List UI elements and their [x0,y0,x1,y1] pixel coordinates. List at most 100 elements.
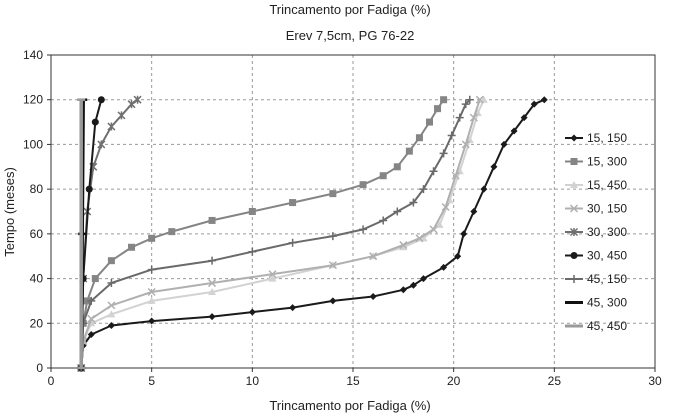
legend-label: 15, 150 [587,131,627,145]
data-point [127,100,136,109]
y-axis-title: Tempo (meses) [2,167,17,257]
data-point [248,247,257,256]
data-point [329,297,337,305]
data-point [429,167,438,176]
x-tick-label: 5 [148,374,155,388]
data-point [461,100,470,109]
data-point [393,207,402,216]
data-point [359,181,367,189]
data-point [379,172,387,180]
legend-entry: 45, 450 [565,319,627,333]
data-point [460,230,468,238]
data-point [465,135,474,143]
data-point [419,275,427,283]
series-group [77,95,548,373]
data-point [470,208,478,215]
data-point [426,118,434,126]
data-point [168,228,176,236]
series-8 [77,98,86,370]
legend-entry: 15, 300 [565,155,627,169]
data-point [208,216,216,224]
data-point [530,100,538,108]
data-point [475,95,484,104]
data-point [429,225,438,234]
data-point [465,95,474,104]
data-point [434,105,442,113]
data-point [147,287,156,297]
y-tick-label: 40 [30,272,44,286]
data-point [369,292,377,300]
data-point [500,140,508,148]
chart-subtitle: Erev 7,5cm, PG 76-22 [286,28,415,43]
data-point [87,330,95,338]
legend-swatch-marker [570,158,578,165]
data-point [85,185,93,193]
data-point [328,261,337,270]
data-point [399,286,407,294]
data-point [289,199,297,207]
series-line [80,98,545,369]
y-tick-label: 80 [30,182,44,196]
data-point [469,113,478,122]
data-point [540,96,548,104]
data-point [454,252,462,260]
legend-swatch-marker [570,275,578,283]
data-point [83,297,91,305]
y-tick-label: 100 [23,137,43,151]
x-tick-label: 25 [548,374,562,388]
data-point [133,95,142,104]
data-point [379,216,388,225]
data-point [328,232,337,241]
data-point [393,163,401,171]
data-point [91,275,99,283]
data-point [461,140,470,149]
data-point [107,257,115,265]
data-point [415,234,424,243]
legend-label: 30, 450 [587,249,627,263]
data-point [208,279,217,288]
data-point [415,134,423,142]
data-point [329,190,337,198]
legend-label: 15, 450 [587,178,627,192]
series-line [80,99,471,369]
data-point [107,279,116,288]
legend-label: 30, 300 [587,225,627,239]
data-point [451,171,460,180]
data-point [208,313,216,321]
data-point [441,202,450,212]
data-point [208,287,217,295]
data-point [399,243,408,251]
legend-entry: 15, 450 [565,178,627,192]
data-point [440,96,448,104]
data-point [107,122,116,131]
y-tick-label: 140 [23,48,43,62]
x-axis-title: Trincamento por Fadiga (%) [269,398,430,413]
legend-swatch-marker [569,204,579,213]
legend-swatch-marker [570,134,578,142]
legend-entry: 45, 300 [565,296,627,310]
data-point [128,243,136,251]
data-point [268,274,277,282]
series-1 [77,96,448,372]
data-point [455,113,464,122]
legend-entry: 30, 450 [565,249,627,263]
data-point [439,149,448,158]
data-point [480,185,488,193]
data-point [87,296,96,305]
data-point [399,241,408,250]
data-point [97,140,106,149]
legend-entry: 30, 150 [565,202,627,216]
data-point [107,301,116,310]
x-tick-label: 20 [447,374,461,388]
legend-swatch-marker [570,252,578,259]
data-point [490,163,498,171]
legend: 15, 150 15, 300 15, 450 30, 150 30, 300 30, 4… [565,131,627,333]
x-tick-label: 10 [246,374,260,388]
data-point [288,238,297,247]
legend-label: 45, 300 [587,296,627,310]
data-point [97,96,105,104]
legend-swatch-marker [570,181,578,188]
data-point [419,185,428,194]
data-point [248,208,256,215]
